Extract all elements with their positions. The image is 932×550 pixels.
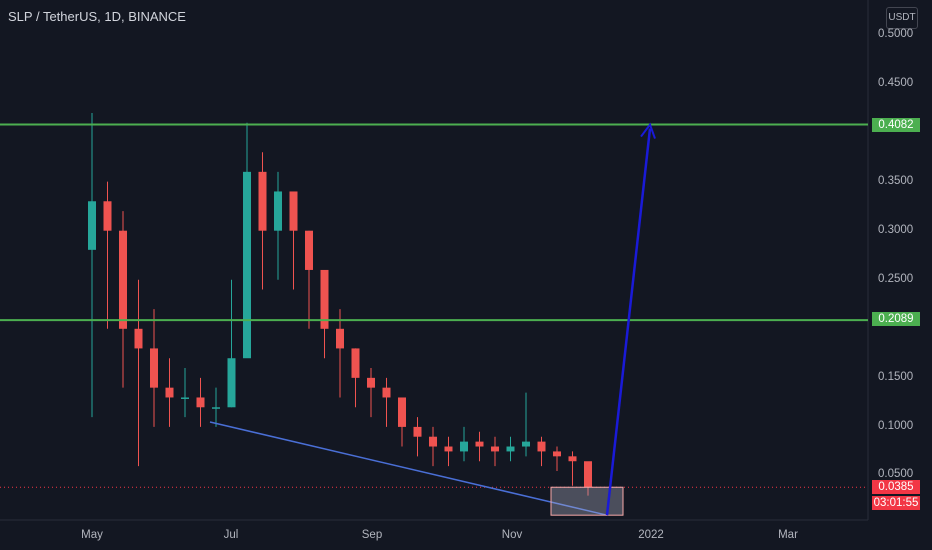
- y-tick-label: 0.5000: [878, 28, 914, 40]
- candle-body: [119, 230, 127, 329]
- level-price-tag: 0.4082: [872, 118, 920, 132]
- last-price-tag: 0.0385: [872, 480, 920, 494]
- candle-body: [522, 441, 530, 447]
- candle-body: [491, 446, 499, 452]
- candle-body: [382, 387, 391, 398]
- candle-body: [165, 387, 174, 398]
- candle-body: [506, 446, 515, 452]
- candle-body: [258, 171, 267, 231]
- candle-body: [103, 201, 112, 231]
- chart-title: SLP / TetherUS, 1D, BINANCE: [8, 9, 186, 24]
- candle-body: [351, 348, 360, 378]
- candle-body: [475, 441, 484, 447]
- x-tick-label: Sep: [361, 529, 383, 541]
- candle-body: [274, 191, 282, 231]
- candle-body: [398, 397, 406, 427]
- level-price-tag: 0.2089: [872, 312, 920, 326]
- x-tick-label: 2022: [638, 529, 664, 541]
- x-tick-label: May: [81, 529, 103, 541]
- y-tick-label: 0.1000: [878, 420, 914, 432]
- candle-body: [553, 451, 561, 457]
- currency-badge[interactable]: USDT: [886, 7, 918, 29]
- candle-body: [289, 191, 298, 231]
- x-tick-label: Nov: [501, 529, 523, 541]
- candle-body: [568, 456, 577, 462]
- y-tick-label: 0.2500: [878, 273, 914, 285]
- y-tick-label: 0.0500: [878, 468, 914, 480]
- candle-body: [429, 436, 437, 447]
- candle-body: [460, 441, 468, 452]
- y-tick-label: 0.1500: [878, 371, 914, 383]
- candle-body: [88, 201, 96, 250]
- candle-body: [212, 407, 220, 409]
- x-tick-label: Jul: [223, 529, 239, 541]
- candle-body: [305, 230, 313, 270]
- candle-body: [243, 171, 251, 359]
- candle-body: [444, 446, 453, 452]
- x-tick-label: Mar: [778, 529, 798, 541]
- candle-body: [336, 328, 344, 349]
- candle-body: [584, 461, 592, 488]
- countdown-tag: 03:01:55: [872, 496, 920, 510]
- candle-body: [134, 328, 143, 349]
- candle-body: [537, 441, 546, 452]
- projection-arrow-head: [640, 122, 656, 139]
- candle-body: [196, 397, 205, 408]
- candle-body: [320, 269, 329, 329]
- y-tick-label: 0.4500: [878, 77, 914, 89]
- projection-arrow: [605, 128, 652, 516]
- candle-body: [367, 377, 375, 388]
- candle-body: [227, 358, 236, 408]
- y-tick-label: 0.3000: [878, 224, 914, 236]
- candle-body: [150, 348, 158, 388]
- candle-body: [413, 426, 422, 437]
- candle-body: [181, 397, 189, 399]
- y-tick-label: 0.3500: [878, 175, 914, 187]
- support-box: [550, 486, 624, 516]
- descending-trendline: [209, 421, 608, 516]
